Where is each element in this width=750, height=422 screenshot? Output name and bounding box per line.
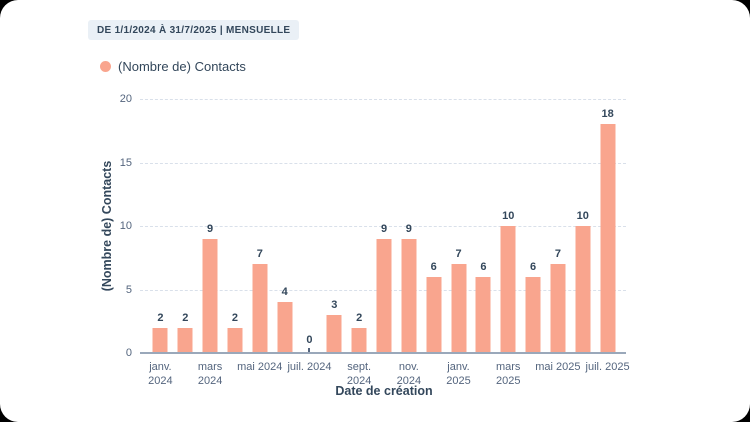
x-axis-line xyxy=(140,352,626,354)
bar-slot-mars 2025: 10 xyxy=(496,99,521,353)
x-tick-label: janv. 2024 xyxy=(148,361,173,388)
bar-slot-juin 2024: 4 xyxy=(272,99,297,353)
bar-series: 2 2 9 2 7 4 0 3 2 9 9 6 7 6 10 6 7 10 18 xyxy=(148,99,620,353)
bar-avr. 2025[interactable] xyxy=(525,276,541,353)
x-tick-label: nov. 2024 xyxy=(396,361,422,388)
legend-series-label: (Nombre de) Contacts xyxy=(118,59,246,74)
bar-value-label: 6 xyxy=(530,260,537,273)
bar-mai 2025[interactable] xyxy=(550,264,566,353)
bar-nov. 2024[interactable] xyxy=(401,238,417,353)
bar-value-label: 2 xyxy=(157,311,164,324)
bar-mars 2024[interactable] xyxy=(202,238,218,353)
bar-févr. 2025[interactable] xyxy=(475,276,491,353)
x-tick-label: mai 2024 xyxy=(237,361,283,373)
chart-legend[interactable]: (Nombre de) Contacts xyxy=(100,59,246,74)
bar-value-label: 7 xyxy=(256,248,263,261)
bar-févr. 2024[interactable] xyxy=(177,327,193,353)
x-tick-label: janv. 2025 xyxy=(446,361,471,388)
x-tick-label: mai 2025 xyxy=(535,361,581,373)
bar-slot-oct. 2024: 9 xyxy=(372,99,397,353)
x-tick-label: juil. 2025 xyxy=(585,361,630,373)
gridline-15 xyxy=(140,162,626,164)
bar-value-label: 9 xyxy=(207,222,214,235)
bar-oct. 2024[interactable] xyxy=(376,238,392,353)
date-range-badge: DE 1/1/2024 À 31/7/2025 | MENSUELLE xyxy=(88,20,300,40)
bar-mai 2024[interactable] xyxy=(252,264,268,353)
y-tick-label: 20 xyxy=(119,93,132,105)
bar-janv. 2025[interactable] xyxy=(451,264,467,353)
bar-sept. 2024[interactable] xyxy=(351,327,367,353)
zero-tick-juil. 2024 xyxy=(308,348,311,353)
bar-slot-mai 2024: 7 xyxy=(247,99,272,353)
bar-value-label: 2 xyxy=(182,311,189,324)
bar-août 2024[interactable] xyxy=(326,314,342,353)
y-axis-tick-labels: 0 5 10 15 20 xyxy=(86,93,132,359)
bar-slot-févr. 2025: 6 xyxy=(471,99,496,353)
bar-avr. 2024[interactable] xyxy=(227,327,243,353)
bar-slot-juil. 2024: 0 xyxy=(297,99,322,353)
bar-value-label: 9 xyxy=(380,222,388,235)
bar-value-label: 10 xyxy=(502,210,515,222)
y-tick-label: 5 xyxy=(125,283,132,296)
bar-slot-avr. 2024: 2 xyxy=(223,99,248,353)
x-tick-label: mars 2024 xyxy=(197,361,223,388)
bar-value-label: 7 xyxy=(455,248,462,261)
bar-slot-déc. 2024: 6 xyxy=(421,99,446,353)
y-tick-label: 10 xyxy=(119,220,132,232)
bar-slot-sept. 2024: 2 xyxy=(347,99,372,353)
bar-value-label: 10 xyxy=(576,210,589,222)
bar-value-label: 2 xyxy=(356,311,363,324)
bar-juin 2024[interactable] xyxy=(277,302,293,353)
gridline-10 xyxy=(140,226,626,227)
bar-juil. 2025[interactable] xyxy=(600,124,616,353)
y-tick-label: 0 xyxy=(125,347,132,359)
bar-slot-juin 2025: 10 xyxy=(570,99,595,353)
bar-slot-avr. 2025: 6 xyxy=(521,99,546,353)
bar-slot-mai 2025: 7 xyxy=(546,99,571,353)
bar-value-label: 3 xyxy=(331,298,338,311)
bar-slot-févr. 2024: 2 xyxy=(173,99,198,353)
x-axis-title: Date de création xyxy=(335,384,433,398)
bar-slot-janv. 2024: 2 xyxy=(148,99,173,353)
legend-series-dot xyxy=(100,61,111,72)
bar-value-label: 18 xyxy=(601,108,614,121)
bar-juin 2025[interactable] xyxy=(575,226,591,353)
x-tick-label: sept. 2024 xyxy=(346,361,372,388)
bar-slot-août 2024: 3 xyxy=(322,99,347,353)
bar-value-label: 4 xyxy=(281,286,288,299)
bar-value-label: 7 xyxy=(554,248,561,261)
bar-slot-juil. 2025: 18 xyxy=(595,99,620,353)
bar-mars 2025[interactable] xyxy=(500,226,516,353)
bar-slot-nov. 2024: 9 xyxy=(396,99,421,353)
x-tick-label: juil. 2024 xyxy=(287,361,332,373)
gridline-20 xyxy=(140,99,626,100)
x-tick-label: mars 2025 xyxy=(495,361,521,388)
bar-value-label: 9 xyxy=(405,222,412,235)
bar-value-label: 0 xyxy=(306,334,313,346)
bar-value-label: 6 xyxy=(480,260,487,273)
y-tick-label: 15 xyxy=(119,156,132,169)
bar-déc. 2024[interactable] xyxy=(426,276,442,353)
x-axis-tick-labels: janv. 2024 mars 2024 mai 2024 juil. 2024 sep… xyxy=(148,360,629,390)
bar-janv. 2024[interactable] xyxy=(152,327,168,353)
bar-value-label: 6 xyxy=(430,260,437,273)
bar-slot-mars 2024: 9 xyxy=(198,99,223,353)
bar-slot-janv. 2025: 7 xyxy=(446,99,471,353)
bar-value-label: 2 xyxy=(231,311,239,324)
